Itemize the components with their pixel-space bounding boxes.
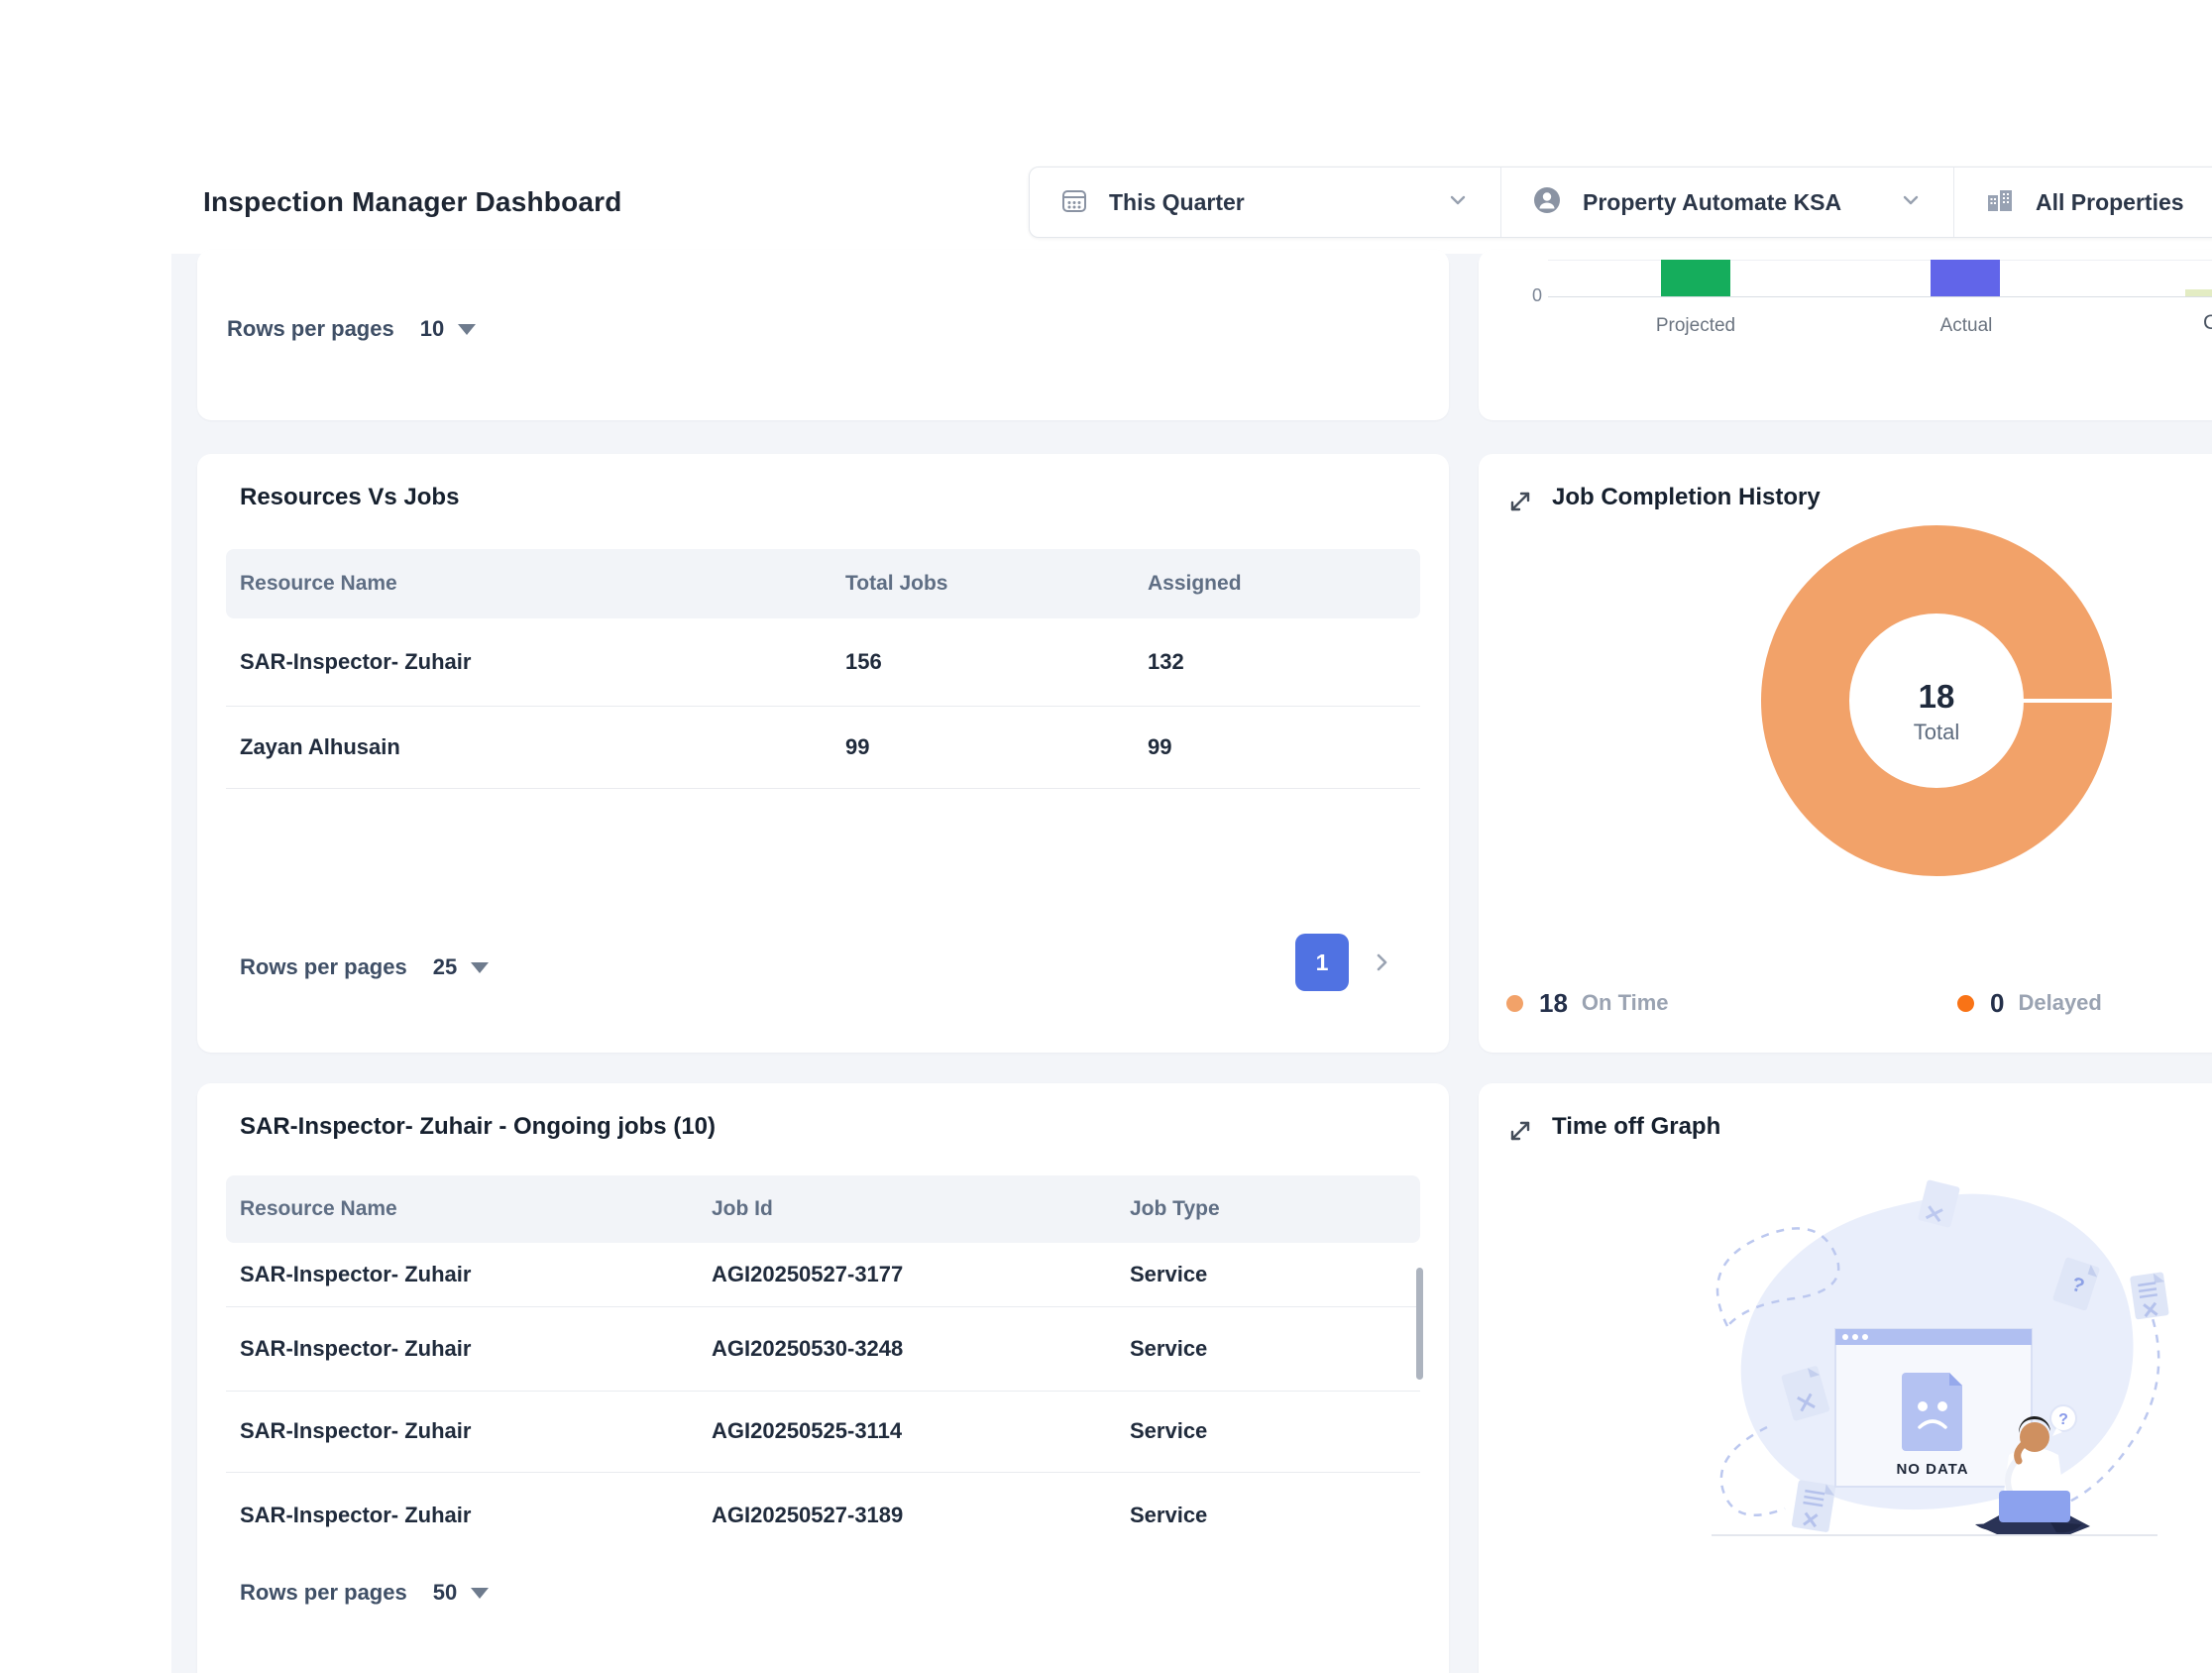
job-id-cell: AGI20250527-3189 (712, 1503, 904, 1527)
assigned-cell: 132 (1148, 649, 1184, 674)
rows-per-page-value: 50 (432, 1580, 458, 1605)
building-icon (1984, 184, 2016, 221)
row-divider (226, 1472, 1420, 1473)
card-title: Job Completion History (1552, 484, 1821, 510)
job-type-cell: Service (1130, 1503, 1208, 1527)
resource-name-cell: Zayan Alhusain (240, 733, 400, 759)
row-divider (226, 788, 1420, 789)
svg-text:?: ? (2058, 1411, 2068, 1428)
chart-gridline (1548, 260, 2212, 261)
expand-icon[interactable] (1504, 1115, 1536, 1147)
caret-down-icon (471, 961, 490, 973)
chart-x-axis (1548, 296, 2212, 297)
card-title: Time off Graph (1552, 1113, 1721, 1140)
next-page-chevron[interactable] (1367, 948, 1396, 982)
table-header-row (226, 549, 1420, 618)
page-1-button[interactable]: 1 (1295, 934, 1349, 991)
user-icon (1531, 184, 1563, 221)
rows-per-page-label: Rows per pages (240, 954, 407, 979)
job-type-cell: Service (1130, 1262, 1208, 1286)
period-filter-label: This Quarter (1109, 188, 1245, 215)
job-completion-history-card: Job Completion History 18 Total 18 On Ti… (1479, 454, 2212, 1053)
resource-name-cell: SAR-Inspector- Zuhair (240, 1503, 472, 1527)
bar-projected (1661, 260, 1730, 296)
delayed-dot (1957, 994, 1974, 1012)
rows-per-page-label: Rows per pages (240, 1580, 407, 1605)
account-filter-dropdown[interactable]: Property Automate KSA (1501, 167, 1954, 237)
properties-filter-dropdown[interactable]: All Properties (1954, 167, 2212, 237)
chevron-down-icon (1898, 187, 1924, 218)
calendar-icon (1059, 185, 1089, 220)
chevron-down-icon (1445, 187, 1471, 218)
legend-delayed: 0 Delayed (1957, 979, 2102, 1027)
on-time-dot (1506, 994, 1523, 1012)
column-header: Job Type (1130, 1197, 1220, 1220)
delayed-value: 0 (1990, 987, 2005, 1018)
column-header: Assigned (1148, 572, 1242, 595)
ongoing-jobs-card: SAR-Inspector- Zuhair - Ongoing jobs (10… (197, 1083, 1449, 1673)
column-header: Total Jobs (845, 572, 948, 595)
projection-chart-card: 0 Projected Actual C (1479, 250, 2212, 420)
on-time-label: On Time (1581, 990, 1669, 1015)
resource-name-cell: SAR-Inspector- Zuhair (240, 649, 472, 674)
total-jobs-cell: 156 (845, 649, 882, 674)
row-divider (226, 1391, 1420, 1392)
job-id-cell: AGI20250530-3248 (712, 1335, 904, 1361)
bar-actual (1931, 260, 2000, 296)
clipped-series-sliver (2185, 289, 2212, 296)
table-scrollbar[interactable] (1416, 1268, 1423, 1380)
donut-chart (1761, 525, 2116, 876)
total-jobs-cell: 99 (845, 733, 870, 759)
time-off-graph-card: Time off Graph ? NO DATA (1479, 1083, 2212, 1673)
properties-filter-label: All Properties (2036, 188, 2184, 215)
column-header: Job Id (712, 1197, 773, 1220)
rows-per-page-select[interactable]: Rows per pages 10 (227, 305, 477, 353)
assigned-cell: 99 (1148, 733, 1172, 759)
clipped-category-label-fragment: C (2203, 311, 2212, 334)
legend-on-time: 18 On Time (1506, 979, 1669, 1027)
y-axis-tick-zero: 0 (1531, 285, 1542, 305)
rows-per-page-value: 25 (432, 954, 458, 979)
expand-icon[interactable] (1504, 486, 1536, 517)
card-title: SAR-Inspector- Zuhair - Ongoing jobs (10… (240, 1113, 716, 1140)
table-header-row (226, 1175, 1420, 1243)
resource-name-cell: SAR-Inspector- Zuhair (240, 1262, 472, 1286)
filter-bar: This Quarter Property Automate KSA (1029, 167, 2212, 238)
donut-total-label: Total (1913, 720, 1960, 744)
rows-per-page-select[interactable]: Rows per pages 25 (240, 944, 490, 991)
rows-per-page-select[interactable]: Rows per pages 50 (240, 1569, 490, 1617)
bar-category-label: Projected (1655, 315, 1736, 336)
column-header: Resource Name (240, 572, 397, 595)
delayed-label: Delayed (2018, 990, 2102, 1015)
rows-per-page-value: 10 (419, 316, 445, 341)
job-id-cell: AGI20250527-3177 (712, 1262, 904, 1286)
no-data-illustration: ? NO DATA ? (1712, 1179, 2169, 1536)
row-divider (226, 706, 1420, 707)
no-data-label: NO DATA (1896, 1461, 1968, 1478)
card-title: Resources Vs Jobs (240, 484, 460, 510)
rows-per-page-label: Rows per pages (227, 316, 394, 341)
caret-down-icon (471, 1587, 490, 1599)
row-divider (226, 1306, 1420, 1307)
on-time-value: 18 (1539, 987, 1568, 1018)
resource-name-cell: SAR-Inspector- Zuhair (240, 1418, 472, 1443)
column-header: Resource Name (240, 1197, 397, 1220)
account-filter-label: Property Automate KSA (1583, 188, 1842, 215)
bar-category-label: Actual (1939, 315, 1993, 336)
job-type-cell: Service (1130, 1335, 1208, 1361)
resources-vs-jobs-card: Resources Vs Jobs Resource Name Total Jo… (197, 454, 1449, 1053)
cropped-table-card: Rows per pages 10 (197, 250, 1449, 420)
caret-down-icon (458, 323, 477, 335)
job-id-cell: AGI20250525-3114 (712, 1418, 903, 1443)
period-filter-dropdown[interactable]: This Quarter (1030, 167, 1501, 237)
donut-total-value: 18 (1918, 678, 1955, 715)
job-type-cell: Service (1130, 1418, 1208, 1443)
page-title: Inspection Manager Dashboard (203, 186, 622, 217)
resource-name-cell: SAR-Inspector- Zuhair (240, 1335, 472, 1361)
